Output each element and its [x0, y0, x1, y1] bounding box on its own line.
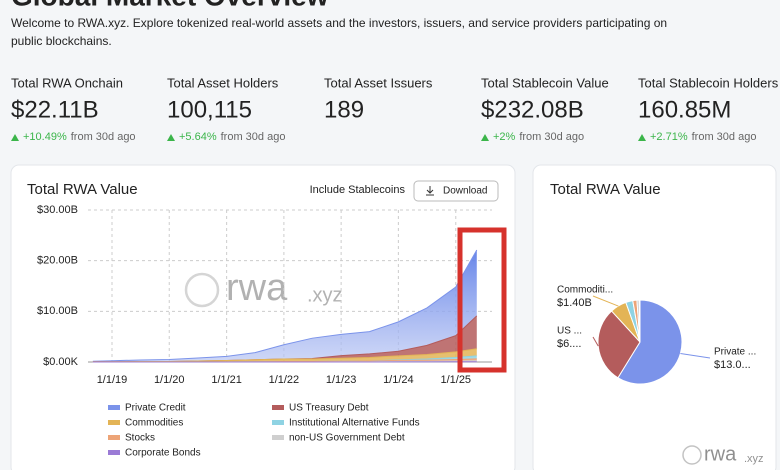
- x-tick-label: 1/1/24: [383, 374, 414, 386]
- legend-label: non-US Government Debt: [289, 433, 405, 444]
- stat-label: Total Asset Issuers: [324, 75, 433, 90]
- stat-change: +2.71% from 30d ago: [650, 131, 756, 143]
- leader-line: [592, 336, 599, 347]
- stat-change-value: +2.71%: [650, 131, 688, 143]
- pie-value-label: $13.0...: [714, 359, 751, 371]
- stat-change-note: from 30d ago: [221, 131, 286, 143]
- legend-label: Stocks: [125, 433, 155, 444]
- stat-label: Total RWA Onchain: [11, 75, 123, 90]
- legend-swatch: [108, 405, 120, 410]
- download-icon: [426, 186, 434, 196]
- stat-change-note: from 30d ago: [519, 131, 584, 143]
- pie-label: US ...: [557, 326, 582, 337]
- stat-change-note: from 30d ago: [692, 131, 757, 143]
- stat-label: Total Stablecoin Value: [481, 75, 609, 90]
- up-arrow: [481, 134, 489, 141]
- legend-label: Corporate Bonds: [125, 448, 201, 459]
- watermark: rwa .xyz: [682, 443, 764, 465]
- download-button[interactable]: [413, 180, 499, 202]
- leader-line: [592, 295, 619, 307]
- x-tick-label: 1/1/21: [211, 374, 242, 386]
- subtitle: public blockchains.: [11, 34, 112, 48]
- pie-value-label: $6....: [557, 338, 581, 350]
- x-tick-label: 1/1/23: [326, 374, 357, 386]
- legend-swatch: [272, 405, 284, 410]
- stat-label: Total Stablecoin Holders: [638, 75, 779, 90]
- stat-change-value: +5.64%: [179, 131, 217, 143]
- chart-title: Total RWA Value: [550, 181, 661, 198]
- stat-value: 189: [324, 96, 364, 123]
- legend-label: Institutional Alternative Funds: [289, 418, 420, 429]
- x-tick-label: 1/1/22: [269, 374, 300, 386]
- legend-swatch: [108, 420, 120, 425]
- up-arrow: [11, 134, 19, 141]
- area: [92, 249, 477, 362]
- up-arrow: [638, 134, 646, 141]
- area-edge: [92, 249, 478, 362]
- pie-value-label: $1.40B: [557, 297, 592, 309]
- stat-label: Total Asset Holders: [167, 75, 279, 90]
- watermark-text: .xyz: [307, 284, 343, 306]
- pie-slice: [638, 299, 641, 343]
- watermark: rwa .xyz: [184, 267, 343, 309]
- legend-swatch: [272, 420, 284, 425]
- stat-change-value: +10.49%: [23, 131, 67, 143]
- legend-label: Private Credit: [125, 403, 186, 414]
- highlight-box: [457, 227, 507, 373]
- leader-line: [680, 352, 711, 359]
- legend-swatch: [108, 450, 120, 455]
- y-tick-label: $10.00B: [37, 305, 78, 317]
- watermark-text: .xyz: [744, 453, 764, 465]
- page-title: Global Market Overview: [11, 0, 329, 11]
- pie-slice: [617, 299, 683, 385]
- subtitle: Welcome to RWA.xyz. Explore tokenized re…: [11, 16, 667, 30]
- area-edge: [92, 348, 477, 363]
- stat-value: $22.11B: [11, 96, 99, 123]
- stat-change: +10.49% from 30d ago: [23, 131, 136, 143]
- stat-change: +2% from 30d ago: [493, 131, 584, 143]
- pie-slice: [597, 310, 641, 379]
- legend-swatch: [272, 435, 284, 440]
- area: [92, 348, 477, 362]
- stat-change-value: +2%: [493, 131, 516, 143]
- y-tick-label: $20.00B: [37, 255, 78, 267]
- x-tick-label: 1/1/19: [97, 374, 128, 386]
- legend-label: US Treasury Debt: [289, 403, 369, 414]
- download-label[interactable]: Download: [443, 186, 487, 197]
- stat-value: $232.08B: [481, 96, 584, 123]
- y-tick-label: $30.00B: [37, 204, 78, 216]
- stat-change: +5.64% from 30d ago: [179, 131, 285, 143]
- legend-label: Commodities: [125, 418, 183, 429]
- up-arrow: [167, 134, 175, 141]
- stat-value: 160.85M: [638, 96, 731, 123]
- card: [10, 164, 516, 470]
- legend-swatch: [108, 435, 120, 440]
- watermark-text: rwa: [226, 267, 288, 309]
- watermark-text: rwa: [704, 443, 737, 465]
- watermark-icon: [682, 445, 702, 465]
- pie-label: Private ...: [714, 347, 756, 358]
- watermark-icon: [184, 272, 220, 308]
- x-tick-label: 1/1/25: [440, 374, 471, 386]
- chart-title: Total RWA Value: [27, 181, 138, 198]
- x-tick-label: 1/1/20: [154, 374, 185, 386]
- stat-value: 100,115: [167, 96, 252, 123]
- y-tick-label: $0.00K: [43, 356, 79, 368]
- stat-change-note: from 30d ago: [71, 131, 136, 143]
- toggle[interactable]: Include Stablecoins: [310, 184, 406, 196]
- pie-label: Commoditi...: [557, 285, 613, 296]
